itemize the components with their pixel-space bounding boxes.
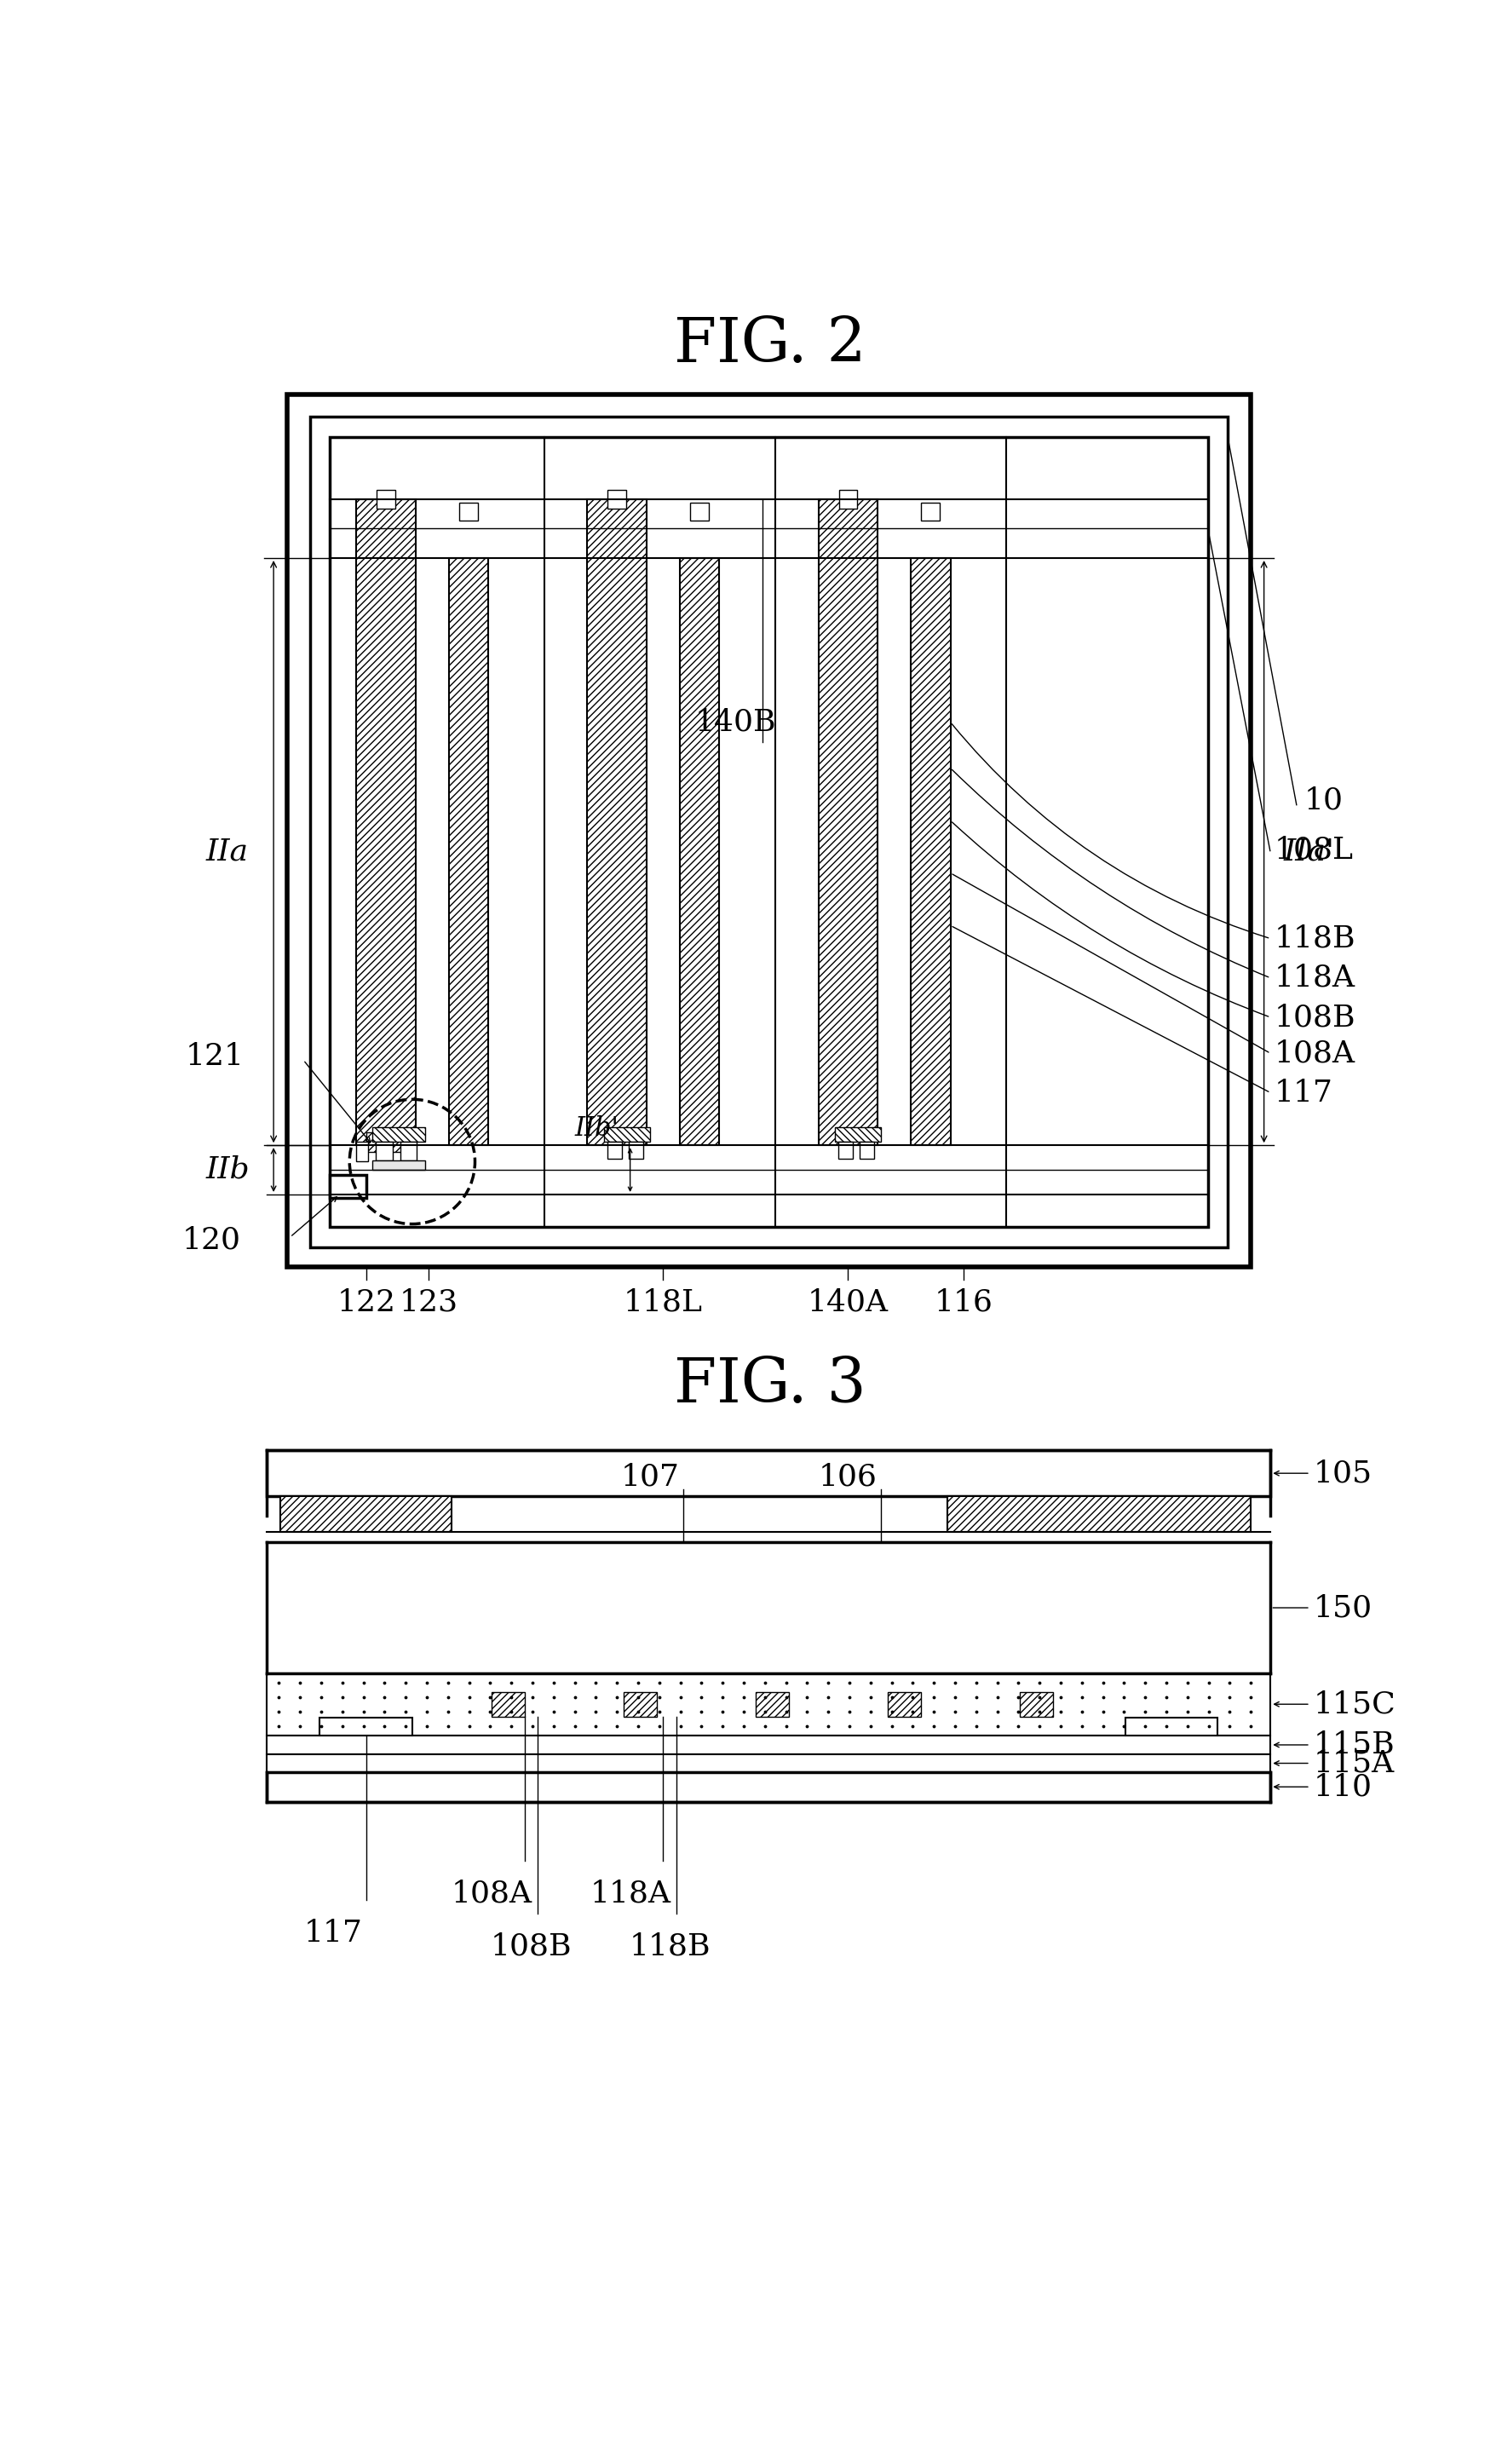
Text: 107: 107 (620, 1461, 679, 1491)
Text: IIa: IIa (206, 838, 249, 865)
Bar (921, 503, 940, 520)
Bar (838, 490, 858, 508)
Bar (623, 1693, 656, 1717)
Bar (460, 503, 478, 520)
Text: 110: 110 (1314, 1772, 1373, 1801)
Bar (819, 500, 877, 1146)
Bar (491, 1693, 524, 1717)
Text: 108A: 108A (1274, 1040, 1355, 1067)
Text: 122: 122 (336, 1289, 395, 1318)
Text: FIG. 3: FIG. 3 (674, 1355, 865, 1414)
Text: 115A: 115A (1314, 1749, 1394, 1777)
Bar (835, 1129, 882, 1141)
Bar (449, 559, 488, 1146)
Bar (861, 1141, 874, 1158)
Bar (287, 394, 1251, 1266)
Bar (267, 1451, 1271, 1496)
Text: IIb: IIb (206, 1156, 249, 1185)
Text: IIa': IIa' (1284, 838, 1335, 865)
Text: 105: 105 (1314, 1459, 1373, 1488)
Text: 120: 120 (182, 1227, 240, 1254)
Text: 150: 150 (1314, 1594, 1373, 1621)
Bar (604, 1129, 650, 1141)
Bar (366, 1131, 412, 1151)
Text: 106: 106 (819, 1461, 877, 1491)
Bar (608, 490, 626, 508)
Text: 123: 123 (400, 1289, 458, 1318)
Bar (372, 1161, 425, 1170)
Text: 108L: 108L (1274, 835, 1353, 865)
Text: 121: 121 (185, 1042, 243, 1072)
Bar (691, 503, 709, 520)
Bar (376, 1141, 392, 1161)
Bar (372, 1129, 425, 1141)
Bar (267, 1735, 1271, 1754)
Text: 115C: 115C (1314, 1690, 1395, 1720)
Bar (356, 500, 416, 1146)
Bar (281, 1496, 452, 1533)
Text: 118B: 118B (629, 1932, 710, 1961)
Bar (948, 1496, 1251, 1533)
Text: FIG. 2: FIG. 2 (674, 315, 865, 375)
Text: IIb': IIb' (575, 1116, 619, 1141)
Text: 116: 116 (934, 1289, 993, 1318)
Bar (587, 500, 647, 1146)
Text: 118B: 118B (1274, 924, 1355, 954)
Text: 115B: 115B (1314, 1730, 1395, 1759)
Bar (320, 1717, 412, 1735)
Text: 117: 117 (303, 1919, 362, 1947)
Text: 108B: 108B (1274, 1003, 1355, 1032)
Bar (267, 1754, 1271, 1772)
Bar (377, 490, 395, 508)
Bar (888, 1693, 921, 1717)
Bar (756, 1693, 789, 1717)
Bar (1125, 1717, 1218, 1735)
Bar (356, 1141, 368, 1161)
Bar (267, 1772, 1271, 1801)
Text: 118L: 118L (623, 1289, 703, 1318)
Bar (267, 1673, 1271, 1735)
Text: 118A: 118A (1274, 963, 1355, 993)
Text: 140B: 140B (695, 707, 777, 737)
Bar (629, 1141, 643, 1158)
Bar (679, 559, 719, 1146)
Bar (330, 436, 1208, 1227)
Text: 10: 10 (1304, 786, 1343, 816)
Text: 108B: 108B (490, 1932, 572, 1961)
Bar (838, 1141, 853, 1158)
Bar (1020, 1693, 1053, 1717)
Text: 117: 117 (1274, 1079, 1332, 1106)
Text: 108A: 108A (451, 1880, 532, 1907)
Bar (910, 559, 951, 1146)
Bar (309, 416, 1227, 1247)
Bar (401, 1141, 418, 1161)
Text: 140A: 140A (808, 1289, 889, 1318)
Text: 118A: 118A (590, 1880, 670, 1907)
Bar (607, 1141, 622, 1158)
Bar (330, 1175, 366, 1198)
